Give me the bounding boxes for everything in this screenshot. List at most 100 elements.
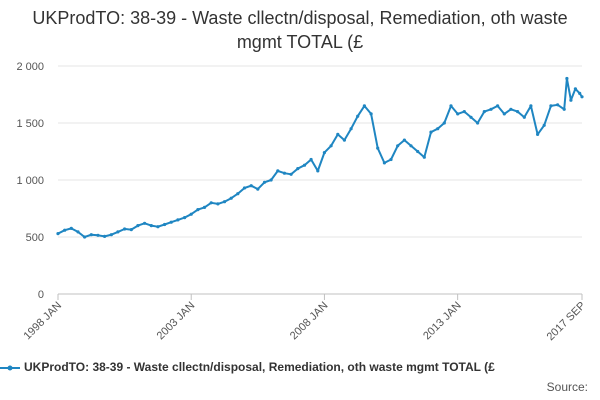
data-point (262, 180, 267, 184)
tick-labels: 0 500 1 000 1 500 2 000 1998 JAN 2003 JAN 2008 … (16, 61, 588, 343)
data-point (396, 144, 400, 148)
data-point (422, 155, 426, 159)
data-point (449, 104, 453, 108)
data-point (578, 91, 582, 95)
data-point (542, 123, 546, 127)
data-point (569, 98, 573, 102)
data-point (129, 228, 133, 232)
legend[interactable]: UKProdTO: 38-39 - Waste cllectn/disposal… (0, 358, 600, 378)
data-point (302, 163, 307, 167)
chart-title: UKProdTO: 38-39 - Waste cllectn/disposal… (32, 8, 568, 52)
data-point (489, 107, 493, 111)
data-point (149, 224, 153, 228)
series-layer (56, 76, 584, 239)
data-point (83, 235, 87, 239)
data-point (502, 112, 506, 116)
legend-label: UKProdTO: 38-39 - Waste cllectn/disposal… (24, 360, 495, 374)
data-point (429, 130, 433, 134)
data-point (63, 228, 67, 232)
data-point (496, 104, 500, 108)
data-point (356, 114, 360, 118)
data-point (409, 144, 413, 148)
x-tick-label: 2017 SEP (545, 300, 589, 344)
data-point (482, 110, 486, 114)
data-point (529, 104, 533, 108)
data-point (183, 216, 187, 220)
data-point (289, 172, 293, 176)
data-point (116, 230, 120, 234)
data-point (402, 138, 406, 142)
data-point (189, 212, 193, 216)
data-point (565, 76, 569, 81)
data-point (549, 104, 553, 108)
data-point (296, 167, 300, 171)
x-tick-label: 1998 JAN (21, 300, 64, 343)
data-point (69, 226, 73, 230)
data-point (269, 178, 273, 182)
data-point (322, 151, 326, 155)
data-point (389, 157, 393, 162)
data-point (169, 220, 173, 224)
data-point (202, 205, 207, 209)
data-point (382, 161, 386, 165)
data-point (76, 230, 80, 234)
legend-line-icon (0, 365, 20, 371)
data-point (556, 103, 560, 107)
data-point (96, 233, 100, 237)
y-tick-label: 0 (38, 289, 44, 301)
data-point (163, 222, 167, 227)
data-point (442, 121, 446, 125)
data-point (469, 115, 473, 119)
data-point (516, 110, 520, 114)
data-point (196, 208, 200, 212)
data-point (229, 196, 233, 200)
x-tick-label: 2008 JAN (288, 300, 331, 343)
data-point (573, 87, 578, 91)
data-point (509, 107, 513, 111)
gridlines (58, 65, 582, 238)
data-point (329, 144, 333, 148)
data-point (56, 232, 60, 236)
data-point (176, 218, 180, 222)
data-point (362, 104, 366, 108)
data-point (256, 187, 260, 191)
data-point (369, 112, 373, 116)
y-tick-label: 500 (26, 232, 44, 244)
data-point (342, 138, 346, 142)
data-point (216, 202, 220, 206)
data-point (462, 110, 466, 114)
data-point (103, 234, 107, 238)
x-tick-label: 2003 JAN (155, 300, 198, 343)
y-tick-label: 1 000 (16, 175, 44, 187)
data-point (156, 225, 160, 229)
x-tick-label: 2013 JAN (421, 300, 464, 343)
data-point (536, 132, 540, 136)
data-point (276, 169, 280, 173)
data-point (282, 171, 287, 175)
data-point (580, 95, 584, 99)
series-line (57, 77, 583, 238)
data-point (136, 224, 140, 228)
y-tick-label: 1 500 (16, 118, 44, 130)
data-point (123, 227, 127, 231)
data-point (522, 115, 526, 119)
data-point (109, 233, 113, 237)
data-point (416, 149, 420, 154)
data-point (222, 200, 227, 204)
data-point (376, 146, 380, 150)
data-point (143, 221, 147, 225)
data-point (89, 233, 93, 237)
data-point (476, 121, 480, 125)
data-point (436, 127, 440, 131)
data-point (316, 169, 320, 173)
data-point (242, 186, 247, 190)
data-point (249, 184, 253, 188)
data-point (236, 192, 240, 196)
data-point (562, 107, 566, 111)
data-point (309, 157, 313, 162)
source-label: Source: (546, 380, 588, 394)
data-point (209, 201, 213, 205)
axes (57, 293, 583, 300)
y-tick-label: 2 000 (16, 61, 44, 73)
